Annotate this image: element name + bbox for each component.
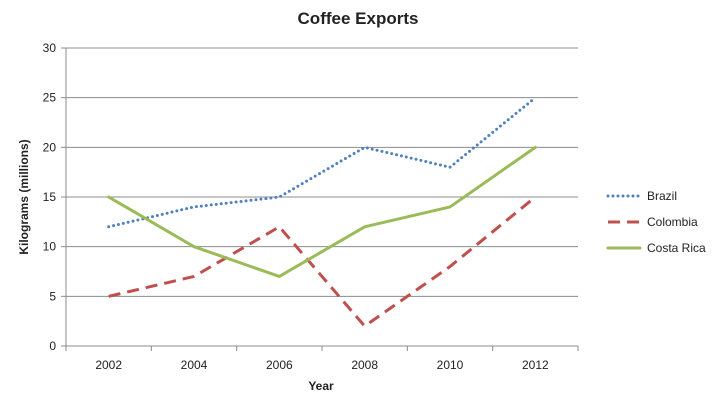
y-tick-label: 25 [43,91,57,105]
legend-label-brazil: Brazil [647,189,677,203]
legend-label-costa-rica: Costa Rica [647,241,706,255]
y-tick-labels: 0 5 10 15 20 25 30 [43,41,57,353]
legend-label-colombia: Colombia [647,215,698,229]
y-axis-title: Kilograms (millions) [17,139,31,254]
x-tick-label: 2002 [95,358,122,372]
x-axis-title: Year [308,379,334,393]
x-tick-labels: 2002 2004 2006 2008 2010 2012 [95,358,549,372]
x-tick-label: 2012 [522,358,549,372]
x-tick-label: 2008 [351,358,378,372]
legend: Brazil Colombia Costa Rica [608,189,706,255]
y-tick-label: 5 [49,289,56,303]
x-tick-label: 2006 [266,358,293,372]
series-lines [109,98,536,326]
x-tick-label: 2010 [437,358,464,372]
y-tick-label: 0 [49,339,56,353]
series-line-brazil [109,98,536,227]
series-line-colombia [109,197,536,326]
x-tick-label: 2004 [181,358,208,372]
chart-title: Coffee Exports [298,9,419,28]
axes [61,48,578,351]
y-tick-label: 15 [43,190,57,204]
y-tick-label: 30 [43,41,57,55]
y-tick-label: 20 [43,140,57,154]
y-tick-label: 10 [43,240,57,254]
